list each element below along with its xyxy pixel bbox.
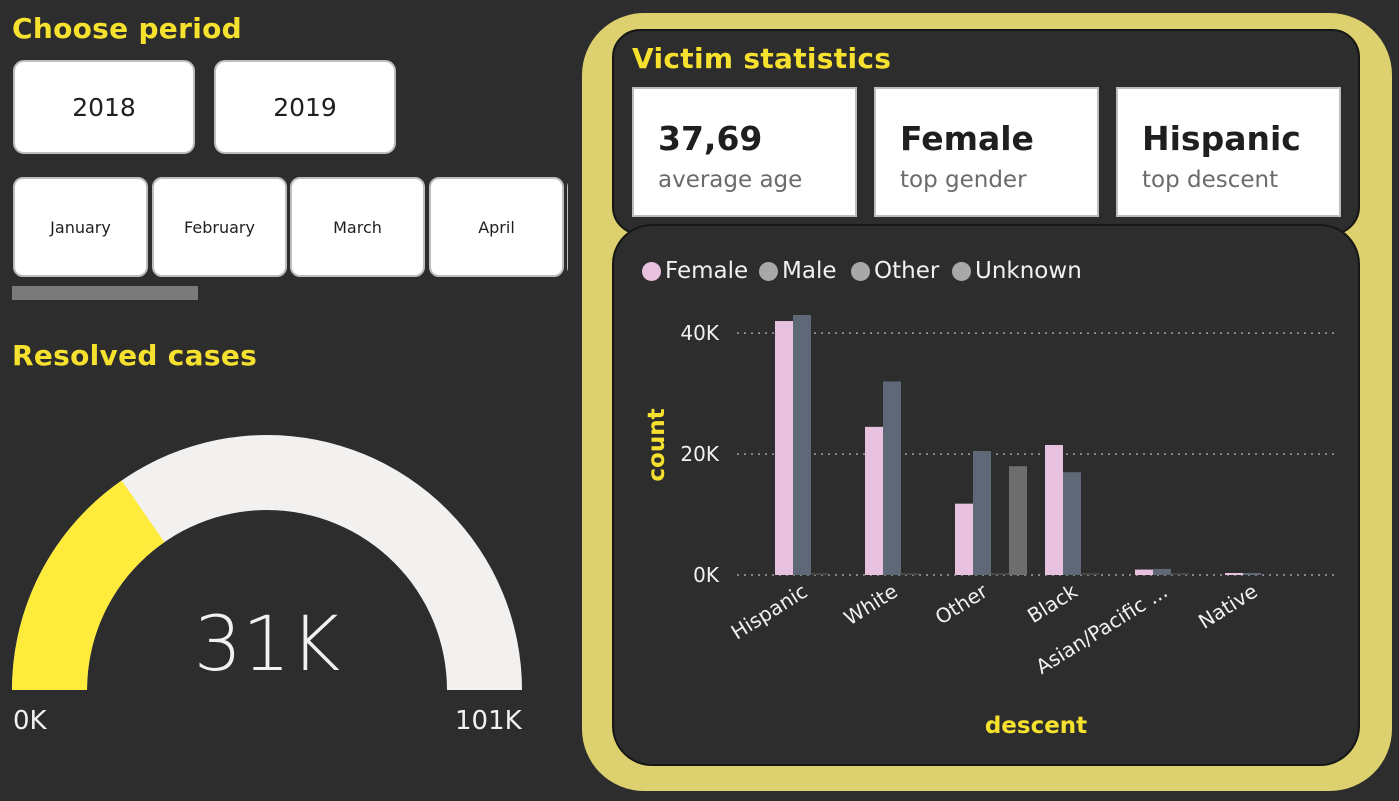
month-button-march[interactable]: March: [290, 177, 425, 277]
bar-other: [901, 573, 919, 575]
gauge-max-label: 101K: [455, 706, 522, 736]
legend-other[interactable]: Other: [851, 258, 939, 284]
victim-statistics-title: Victim statistics: [632, 42, 892, 75]
resolved-gauge: 31K: [12, 435, 522, 690]
bar-female: [1225, 573, 1243, 575]
kpi-label: top gender: [900, 167, 1027, 193]
kpi-top-gender: Female top gender: [874, 87, 1099, 217]
bar-male: [1063, 472, 1081, 575]
bar-male: [883, 381, 901, 575]
month-button-partial[interactable]: [567, 177, 568, 277]
legend-label: Female: [665, 258, 749, 284]
month-button-january[interactable]: January: [13, 177, 148, 277]
legend-label: Male: [782, 258, 837, 284]
kpi-value: 37,69: [658, 119, 763, 158]
legend-dot-icon: [952, 261, 971, 281]
bar-female: [775, 321, 793, 575]
legend-dot-icon: [759, 261, 778, 281]
bar-other: [1171, 573, 1189, 575]
bar-male: [1243, 573, 1261, 575]
bar-other: [1081, 573, 1099, 575]
bar-other: [811, 573, 829, 575]
legend-unknown[interactable]: Unknown: [952, 258, 1082, 284]
x-tick-label: Hispanic: [727, 579, 812, 645]
kpi-top-descent: Hispanic top descent: [1116, 87, 1341, 217]
kpi-average-age: 37,69 average age: [632, 87, 857, 217]
legend-female[interactable]: Female: [642, 258, 748, 284]
y-axis-title: count: [644, 408, 670, 481]
x-axis-title: descent: [985, 713, 1087, 739]
x-tick-label: White: [840, 579, 902, 630]
legend-dot-icon: [851, 261, 870, 281]
bar-female: [865, 426, 883, 575]
gauge-min-label: 0K: [13, 706, 47, 736]
resolved-cases-title: Resolved cases: [12, 339, 258, 372]
x-tick-label: Other: [931, 578, 993, 629]
choose-period-title: Choose period: [12, 12, 242, 45]
month-scrollbar[interactable]: [12, 286, 198, 300]
bar-male: [793, 315, 811, 575]
kpi-label: top descent: [1142, 167, 1279, 193]
y-tick-label: 0K: [693, 563, 720, 587]
bar-female: [1045, 445, 1063, 575]
legend-dot-icon: [642, 261, 661, 281]
bar-female: [1135, 569, 1153, 575]
x-tick-label: Native: [1194, 579, 1262, 634]
legend-male[interactable]: Male: [759, 258, 836, 284]
legend-label: Other: [874, 258, 940, 284]
bar-female: [955, 503, 973, 575]
year-button-2019[interactable]: 2019: [214, 60, 396, 154]
kpi-value: Hispanic: [1142, 119, 1301, 158]
y-tick-label: 20K: [680, 442, 719, 466]
kpi-value: Female: [900, 119, 1034, 158]
bar-other: [991, 573, 1009, 575]
kpi-label: average age: [658, 167, 803, 193]
legend-label: Unknown: [975, 258, 1082, 284]
x-tick-label: Black: [1023, 579, 1082, 628]
year-button-2018[interactable]: 2018: [13, 60, 195, 154]
gauge-value: 31K: [194, 599, 341, 688]
y-tick-label: 40K: [680, 321, 719, 345]
bar-unknown: [1009, 466, 1027, 575]
gauge-track: [12, 435, 522, 690]
month-button-february[interactable]: February: [152, 177, 287, 277]
bar-male: [1153, 568, 1171, 575]
gauge-fill: [12, 480, 165, 690]
month-button-april[interactable]: April: [429, 177, 564, 277]
bar-male: [973, 451, 991, 575]
month-slicer: January February March April: [12, 177, 568, 279]
